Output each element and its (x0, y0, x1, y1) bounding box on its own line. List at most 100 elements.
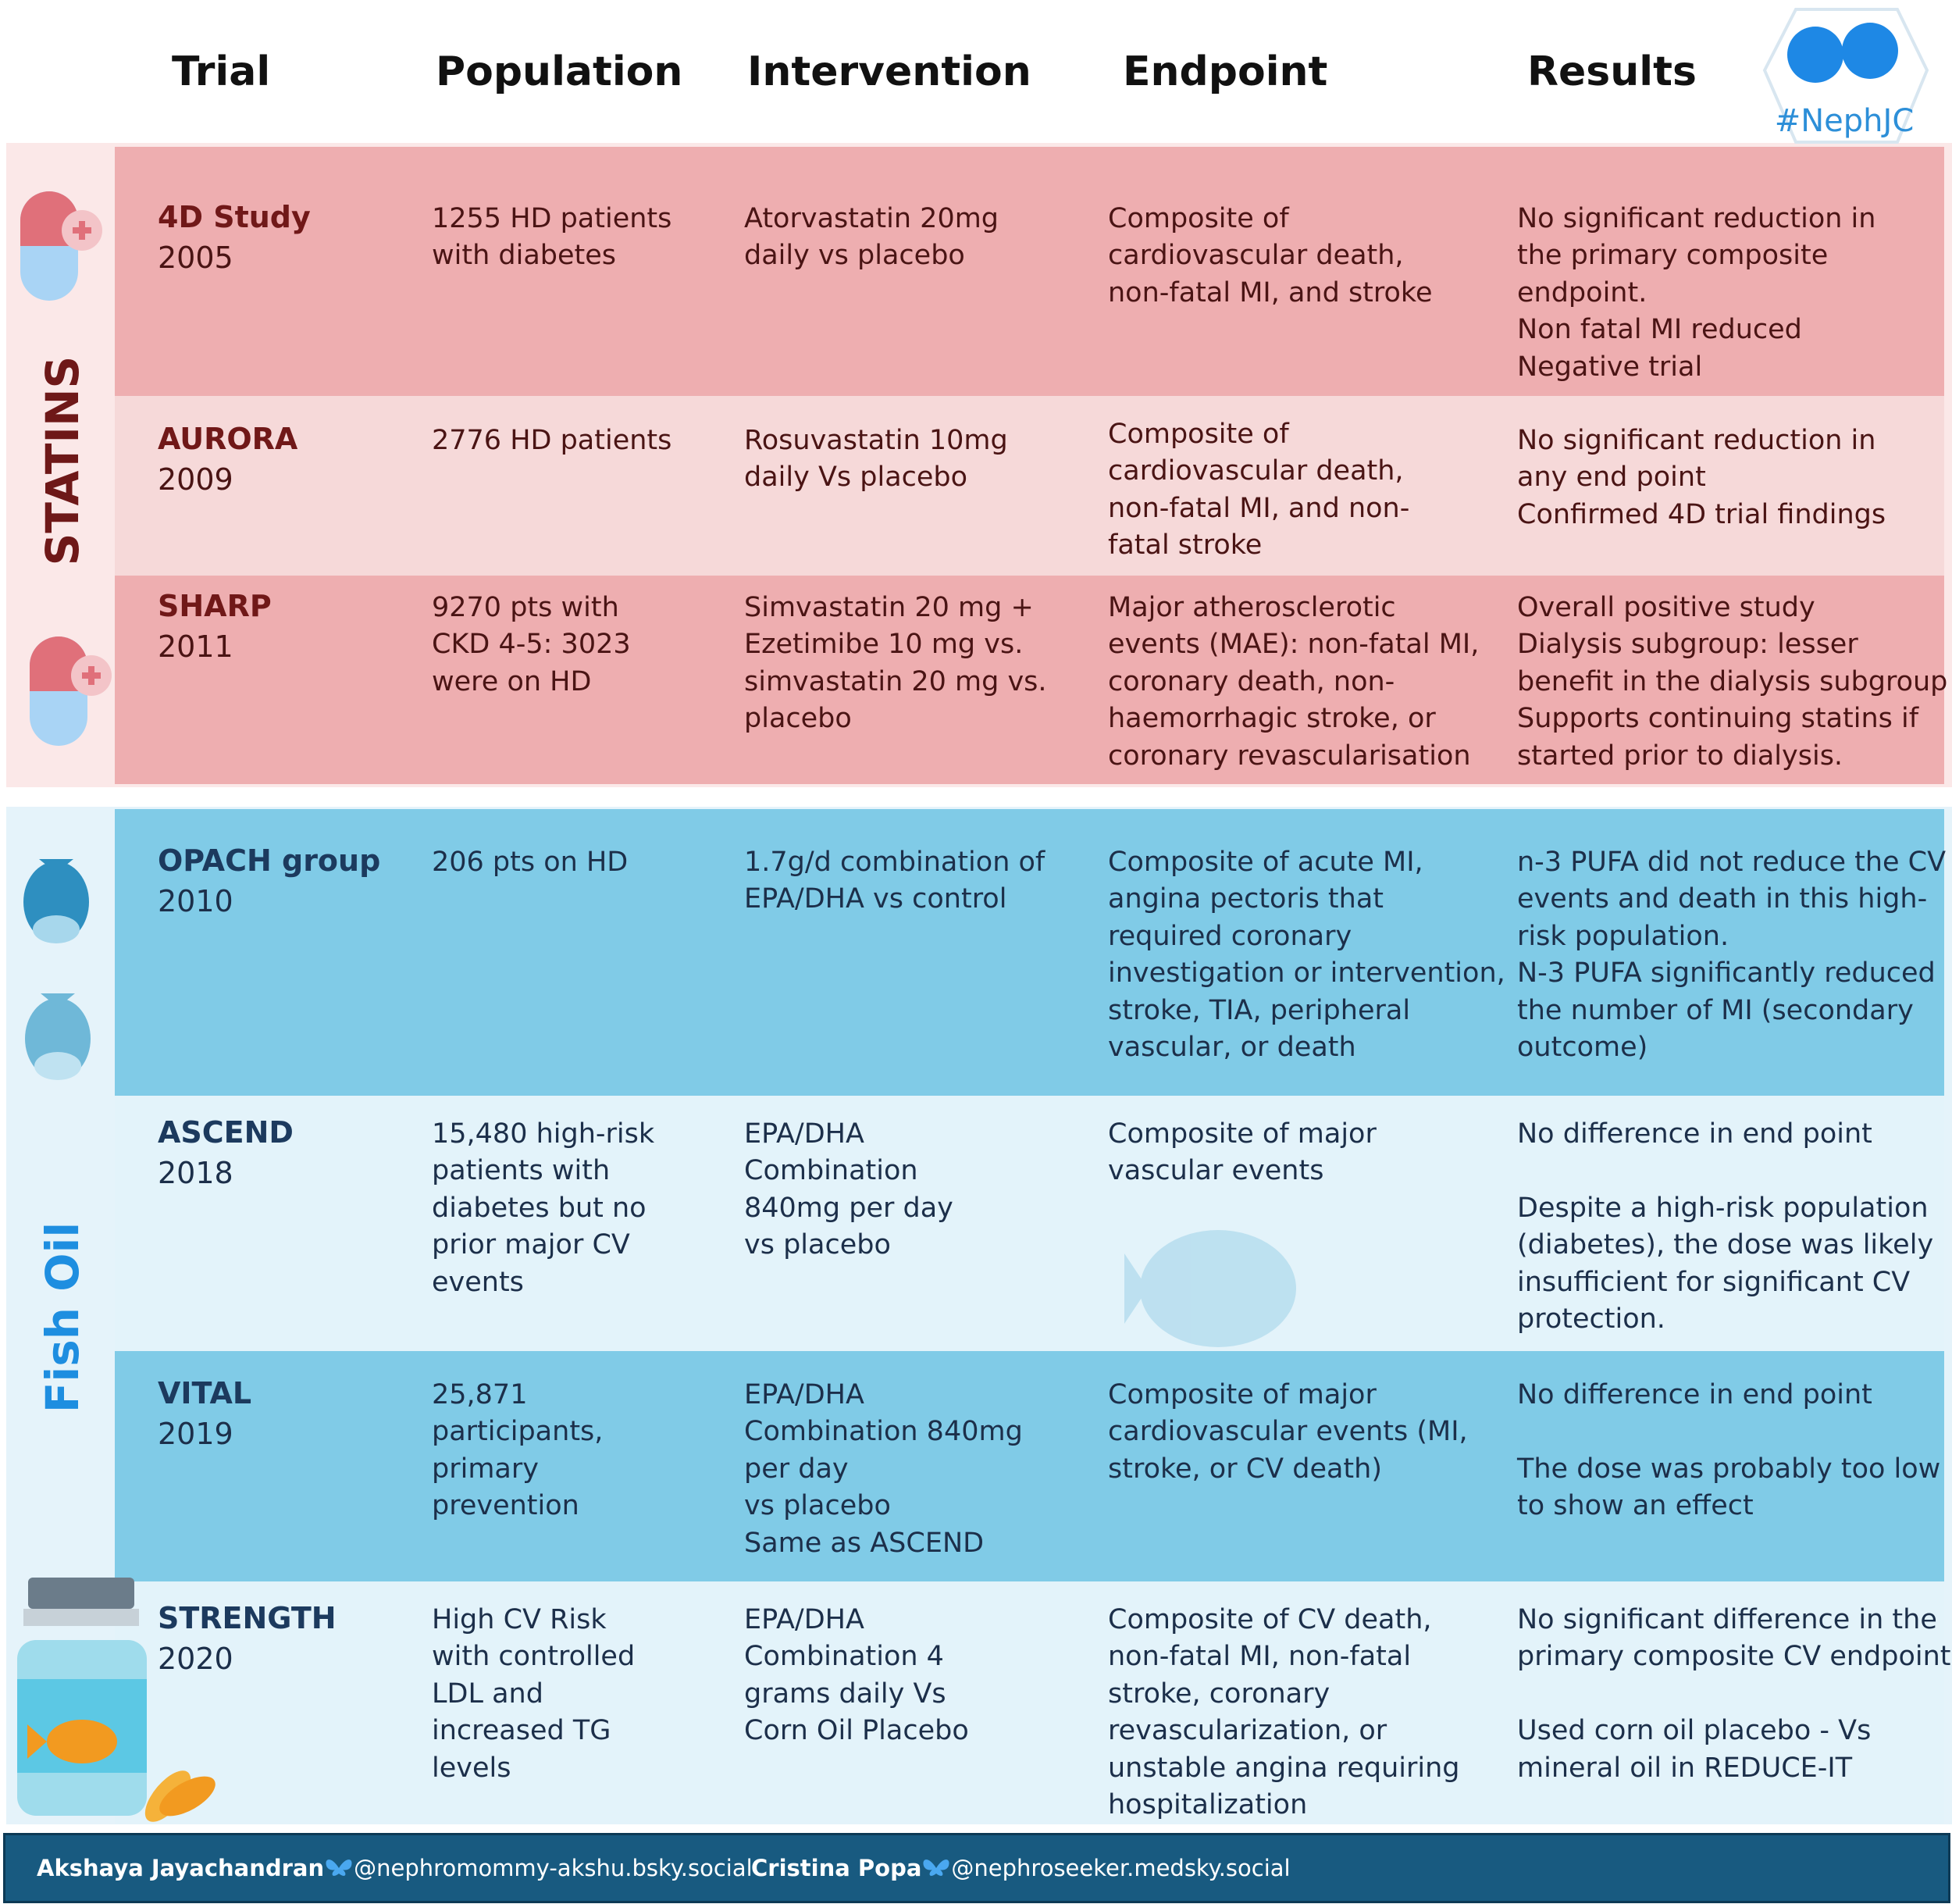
intervention-cell: 1.7g/d combination of EPA/DHA vs control (744, 844, 1045, 918)
cell-line: vs placebo (744, 1490, 891, 1522)
cell-line: endpoint. (1517, 276, 1647, 308)
cell-line: protection. (1517, 1303, 1665, 1335)
cell-line: Despite a high-risk population (1517, 1192, 1929, 1224)
cell-line: with diabetes (432, 240, 617, 272)
trial-year: 2009 (158, 462, 233, 497)
table-row: OPACH group 2010 206 pts on HD 1.7g/d combi… (115, 809, 1946, 1096)
endpoint-cell: Composite of cardiovascular death, non-fat… (1108, 416, 1409, 565)
intervention-cell: EPA/DHA Combination 840mg per day vs placeb… (744, 1377, 1023, 1562)
section-label: STATINS (36, 355, 89, 566)
author-handle: @nephroseeker.medsky.social (951, 1855, 1291, 1881)
trial-cell: OPACH group 2010 (158, 840, 380, 922)
trial-year: 2020 (158, 1642, 233, 1676)
trial-cell: AURORA 2009 (158, 419, 297, 500)
cell-line: stroke, coronary (1108, 1678, 1330, 1710)
cell-line: events and death in this high- (1517, 883, 1928, 915)
trial-cell: SHARP 2011 (158, 586, 272, 667)
cell-line: Non fatal MI reduced (1517, 314, 1802, 346)
trial-year: 2011 (158, 629, 233, 664)
cell-line: prevention (432, 1490, 579, 1522)
trial-cell: STRENGTH 2020 (158, 1598, 337, 1679)
cell-line: angina pectoris that (1108, 883, 1384, 915)
cell-line: hospitalization (1108, 1789, 1308, 1821)
endpoint-cell: Composite of major vascular events (1108, 1116, 1377, 1190)
cell-line: cardiovascular events (MI, (1108, 1416, 1468, 1448)
section-label: Fish Oil (36, 1221, 89, 1414)
cell-line: EPA/DHA (744, 1118, 864, 1150)
bottle-icon (17, 1578, 216, 1822)
trial-cell: 4D Study 2005 (158, 197, 311, 278)
cell-line: daily vs placebo (744, 240, 965, 272)
results-cell: No significant reduction in the primary c… (1517, 201, 1875, 386)
cell-line: No significant reduction in (1517, 203, 1876, 234)
trial-name: STRENGTH (158, 1601, 337, 1635)
trial-name: VITAL (158, 1376, 252, 1410)
population-cell: 9270 pts with CKD 4-5: 3023 were on HD (432, 590, 631, 701)
trial-name: OPACH group (158, 843, 381, 878)
cell-line: patients with (432, 1155, 611, 1187)
cell-line: No significant reduction in (1517, 425, 1876, 456)
cell-line: Ezetimibe 10 mg vs. (744, 629, 1024, 661)
cell-line: Corn Oil Placebo (744, 1715, 969, 1747)
trial-name: SHARP (158, 589, 272, 623)
cell-line: No difference in end point (1517, 1118, 1872, 1150)
cell-line: Composite of (1108, 419, 1289, 450)
cell-line: revascularization, or (1108, 1715, 1387, 1747)
cell-line: vs placebo (744, 1229, 891, 1261)
logo-text: #NephJC (1775, 103, 1915, 139)
cell-line: insufficient for significant CV (1517, 1266, 1911, 1298)
pill-icon (30, 636, 112, 746)
cell-line: 15,480 high-risk (432, 1118, 655, 1150)
cell-line: primary (432, 1453, 539, 1485)
results-cell: Overall positive study Dialysis subgroup:… (1517, 590, 1947, 775)
cell-line: stroke, or CV death) (1108, 1453, 1382, 1485)
cell-line: Composite of major (1108, 1379, 1377, 1410)
trial-name: AURORA (158, 422, 298, 456)
cell-line: 840mg per day (744, 1192, 953, 1224)
cell-line: non-fatal MI, and stroke (1108, 276, 1433, 308)
endpoint-cell: Composite of major cardiovascular events … (1108, 1377, 1468, 1488)
trial-year: 2005 (158, 241, 233, 275)
fish-icon (23, 859, 89, 943)
author-name: Cristina Popa (751, 1855, 922, 1881)
population-cell: 25,871 participants, primary prevention (432, 1377, 603, 1525)
trial-year: 2010 (158, 884, 233, 918)
author: Cristina Popa @nephroseeker.medsky.social (751, 1855, 1291, 1881)
trial-year: 2018 (158, 1156, 233, 1190)
trial-name: 4D Study (158, 200, 311, 234)
butterfly-icon (326, 1859, 352, 1876)
column-header: Population (436, 48, 683, 95)
cell-line: LDL and (432, 1678, 543, 1710)
cell-line: risk population. (1517, 920, 1729, 952)
cell-line: No significant difference in the (1517, 1604, 1937, 1635)
cell-line: Simvastatin 20 mg + (744, 592, 1034, 623)
cell-line: cardiovascular death, (1108, 240, 1404, 272)
cell-line: Same as ASCEND (744, 1527, 985, 1559)
cell-line: fatal stroke (1108, 529, 1263, 562)
cell-line: levels (432, 1752, 511, 1784)
cell-line: The dose was probably too low (1517, 1453, 1941, 1485)
cell-line: participants, (432, 1416, 604, 1448)
cell-line: events (432, 1266, 524, 1298)
cell-line: simvastatin 20 mg vs. (744, 665, 1047, 697)
cell-line: Supports continuing statins if (1517, 703, 1919, 735)
table-row: VITAL 2019 25,871 participants, primary preve… (115, 1351, 1944, 1581)
cell-line: the primary composite (1517, 240, 1829, 272)
intervention-cell: EPA/DHA Combination 840mg per day vs placeb… (744, 1116, 953, 1264)
results-cell: No difference in end point The dose was p… (1517, 1377, 1940, 1525)
cell-line: 206 pts on HD (432, 847, 629, 878)
endpoint-cell: Composite of acute MI, angina pectoris th… (1108, 844, 1505, 1066)
cell-line: Dialysis subgroup: lesser (1517, 629, 1858, 661)
cell-line: primary composite CV endpoint (1517, 1641, 1951, 1673)
cell-line: the number of MI (secondary (1517, 994, 1914, 1026)
cell-line: diabetes but no (432, 1192, 647, 1224)
cell-line: vascular, or death (1108, 1032, 1356, 1064)
cell-line: N-3 PUFA significantly reduced (1517, 957, 1936, 989)
population-cell: High CV Risk with controlled LDL and increa… (432, 1602, 635, 1787)
logo: #NephJC (1762, 8, 1929, 144)
cell-line: unstable angina requiring (1108, 1752, 1460, 1784)
cell-line: Combination 4 (744, 1641, 944, 1673)
author: Akshaya Jayachandran @nephromommy-akshu.b… (37, 1855, 753, 1881)
cell-line: vascular events (1108, 1155, 1324, 1187)
cell-line: started prior to dialysis. (1517, 740, 1843, 772)
